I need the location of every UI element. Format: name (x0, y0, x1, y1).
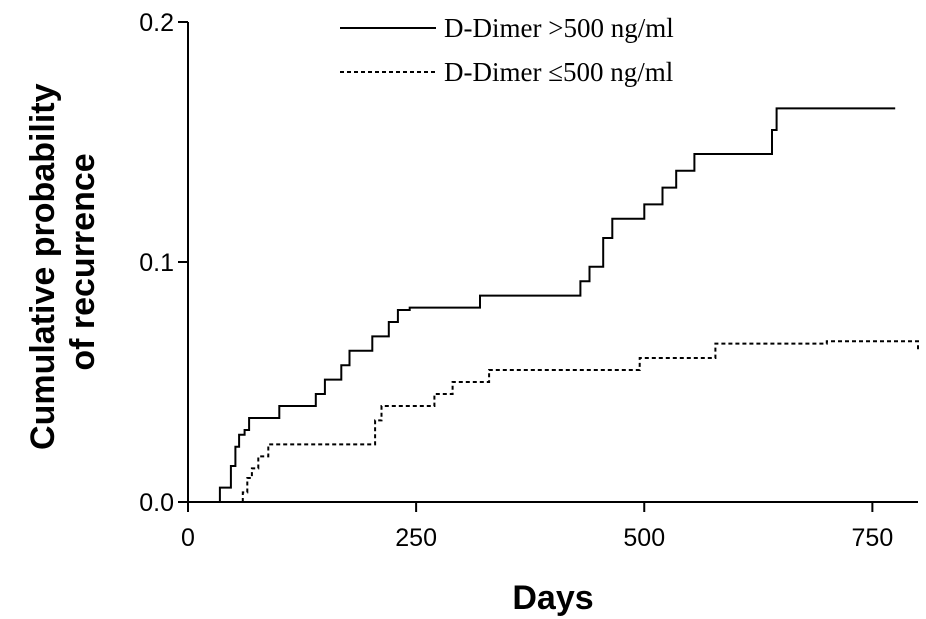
y-axis-title-line-2: of recurrence (64, 153, 102, 370)
legend-label-series-2: D-Dimer ≤500 ng/ml (444, 57, 673, 87)
y-tick-label: 0.0 (139, 489, 174, 517)
x-axis-title: Days (512, 579, 593, 617)
x-tick-label: 0 (181, 524, 195, 552)
y-axis-title: Cumulative probability of recurrence (24, 74, 102, 450)
x-tick-label: 500 (623, 524, 665, 552)
x-tick-label: 750 (852, 524, 894, 552)
legend-label-series-1: D-Dimer >500 ng/ml (444, 13, 674, 43)
y-tick-label: 0.1 (139, 249, 174, 277)
series-group (218, 107, 919, 502)
series-line-1 (218, 107, 896, 502)
axes: 0.0 0.1 0.2 0 250 500 750 (139, 9, 918, 552)
y-axis-title-line-1: Cumulative probability (24, 83, 62, 450)
y-tick-label: 0.2 (139, 9, 174, 37)
x-tick-label: 250 (395, 524, 437, 552)
series-line-2 (241, 340, 919, 502)
legend: D-Dimer >500 ng/ml D-Dimer ≤500 ng/ml (340, 13, 674, 87)
